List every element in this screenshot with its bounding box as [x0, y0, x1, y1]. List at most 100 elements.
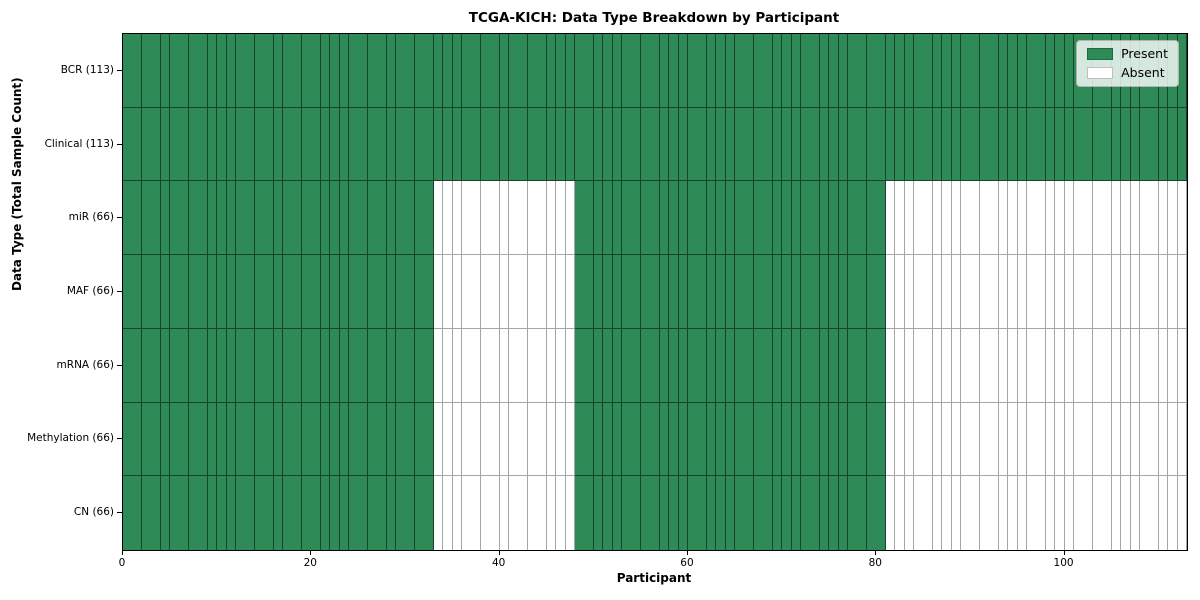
cell-present	[838, 402, 849, 477]
cell-present	[697, 402, 708, 477]
cell-absent	[480, 328, 491, 403]
x-tick-mark	[498, 550, 500, 555]
cell-absent	[556, 181, 566, 256]
cell-present	[584, 255, 595, 329]
cell-absent	[1139, 181, 1150, 256]
cell-absent	[433, 181, 444, 256]
cell-present	[320, 107, 331, 182]
cell-present	[669, 402, 679, 477]
cell-present	[791, 328, 802, 403]
cell-present	[744, 181, 755, 256]
cell-present	[706, 255, 717, 329]
cell-absent	[471, 476, 482, 550]
cell-present	[857, 181, 868, 256]
cell-present	[358, 255, 369, 329]
cell-present	[725, 255, 736, 329]
x-tick-mark	[686, 550, 688, 555]
cell-present	[348, 402, 359, 477]
cell-present	[772, 402, 783, 477]
cell-present	[819, 476, 830, 550]
cell-present	[292, 181, 303, 256]
cell-present	[254, 328, 265, 403]
cell-present	[593, 181, 604, 256]
cell-present	[518, 107, 529, 182]
cell-present	[330, 255, 340, 329]
cell-absent	[490, 181, 500, 256]
cell-absent	[537, 402, 547, 477]
cell-present	[687, 328, 698, 403]
cell-present	[546, 107, 557, 182]
cell-present	[961, 107, 971, 182]
cell-present	[235, 255, 246, 329]
cell-absent	[1017, 181, 1028, 256]
cell-present	[283, 328, 293, 403]
cell-present	[320, 255, 331, 329]
cell-present	[1083, 107, 1094, 182]
cell-absent	[961, 255, 971, 329]
cell-absent	[1074, 255, 1084, 329]
cell-present	[292, 476, 303, 550]
cell-present	[292, 255, 303, 329]
cell-absent	[932, 328, 943, 403]
cell-present	[405, 34, 416, 108]
cell-present	[800, 34, 811, 108]
cell-present	[650, 34, 660, 108]
cell-absent	[471, 181, 482, 256]
cell-present	[678, 181, 689, 256]
cell-present	[772, 255, 783, 329]
cell-present	[339, 107, 350, 182]
cell-present	[687, 181, 698, 256]
cell-absent	[509, 476, 519, 550]
cell-present	[414, 255, 425, 329]
cell-present	[782, 107, 792, 182]
cell-present	[217, 328, 227, 403]
cell-present	[631, 255, 642, 329]
cell-present	[198, 402, 209, 477]
cell-present	[669, 328, 679, 403]
cell-present	[857, 328, 868, 403]
cell-present	[311, 181, 322, 256]
cell-present	[254, 255, 265, 329]
cell-absent	[518, 402, 529, 477]
cell-absent	[989, 181, 999, 256]
cell-present	[160, 107, 171, 182]
cell-present	[574, 34, 585, 108]
cell-present	[170, 107, 180, 182]
cell-present	[527, 34, 538, 108]
cell-present	[509, 107, 519, 182]
cell-present	[716, 34, 726, 108]
cell-present	[537, 34, 547, 108]
cell-present	[348, 107, 359, 182]
cell-present	[226, 476, 237, 550]
cell-absent	[1177, 328, 1188, 403]
cell-present	[320, 402, 331, 477]
cell-absent	[1008, 181, 1018, 256]
cell-present	[132, 476, 143, 550]
cell-present	[123, 107, 133, 182]
cell-present	[132, 181, 143, 256]
cell-present	[1130, 107, 1141, 182]
cell-present	[414, 34, 425, 108]
cell-present	[207, 34, 218, 108]
cell-present	[292, 34, 303, 108]
cell-absent	[443, 476, 453, 550]
cell-present	[226, 107, 237, 182]
cell-present	[414, 328, 425, 403]
x-tick-mark	[1063, 550, 1065, 555]
cell-present	[198, 34, 209, 108]
cell-absent	[443, 255, 453, 329]
cell-absent	[961, 181, 971, 256]
cell-present	[461, 107, 472, 182]
cell-absent	[1045, 476, 1056, 550]
cell-absent	[461, 255, 472, 329]
cell-present	[537, 107, 547, 182]
cell-present	[603, 476, 613, 550]
cell-absent	[904, 476, 915, 550]
cell-present	[706, 402, 717, 477]
cell-present	[1177, 34, 1188, 108]
cell-present	[829, 402, 839, 477]
cell-present	[151, 107, 161, 182]
cell-present	[1111, 107, 1122, 182]
cell-present	[669, 107, 679, 182]
cell-present	[716, 255, 726, 329]
